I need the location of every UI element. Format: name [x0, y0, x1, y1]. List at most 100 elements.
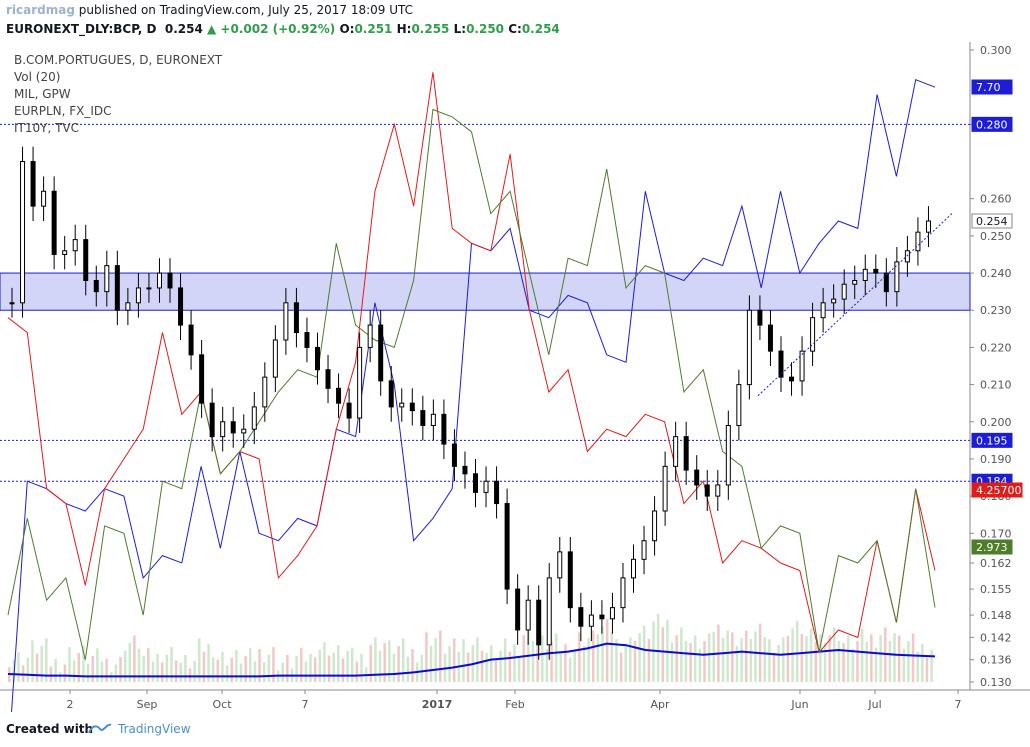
candle-body [135, 287, 141, 304]
volume-bar [837, 640, 841, 682]
volume-bar [744, 630, 748, 682]
volume-bar [35, 653, 39, 682]
author-name[interactable]: ricardmag [6, 3, 75, 17]
x-tick-label: Jun [790, 698, 808, 711]
candle-body [346, 402, 352, 419]
candle-body [293, 302, 299, 334]
volume-bar [693, 635, 697, 682]
candle-body [473, 473, 478, 493]
volume-bar [235, 650, 238, 682]
volume-bar [309, 653, 312, 682]
trend-line[interactable] [757, 213, 953, 397]
candle-body [451, 443, 457, 467]
volume-bar [225, 665, 229, 682]
legend-item[interactable]: IT10Y, TVC [14, 121, 79, 135]
y-tick-label: 0.300 [980, 44, 1012, 57]
time-axis[interactable]: 2 Sep Oct 7 2017 Feb Apr Jun Jul 7 [67, 690, 962, 711]
candle-body [673, 436, 679, 467]
volume-bar [383, 643, 386, 682]
legend-item[interactable]: MIL, GPW [14, 87, 71, 101]
volume-bar [401, 638, 405, 682]
volume-bar [642, 625, 646, 682]
y-tick-label: 0.200 [980, 416, 1012, 429]
volume-bar [96, 648, 99, 682]
tradingview-brand[interactable]: TradingView [118, 722, 191, 736]
volume-bar [513, 644, 516, 682]
volume-bar [91, 655, 94, 682]
candle-body [409, 402, 415, 412]
volume-bar [856, 641, 859, 682]
candle-body [51, 190, 57, 255]
volume-bar [897, 635, 901, 682]
volume-bar [805, 636, 808, 682]
y-tick-label: 0.210 [980, 379, 1012, 392]
candle-body [546, 577, 552, 646]
candle-body [30, 161, 36, 207]
volume-bar [740, 638, 743, 682]
volume-bar [865, 641, 868, 682]
candle-body [378, 324, 384, 382]
volume-bar [925, 657, 929, 682]
volume-bar [907, 641, 910, 682]
candle-body [104, 265, 110, 293]
price-axis[interactable]: 0.300 0.280 0.260 0.250 0.240 0.230 0.220 0.210… [970, 44, 1012, 689]
candle-body [420, 410, 426, 426]
low-label: L: [453, 22, 467, 36]
volume-bar [142, 655, 145, 682]
candle-body [767, 324, 773, 352]
volume-bar [795, 620, 799, 682]
volume-bar [58, 672, 62, 682]
volume-bar [638, 633, 641, 682]
candle-body [462, 465, 468, 475]
candle-body [736, 384, 742, 426]
volume-bar [253, 661, 257, 682]
chart-background [0, 42, 1030, 712]
volume-bar [823, 642, 827, 682]
candle-body [609, 607, 615, 620]
volume-bar [828, 635, 831, 682]
volume-bar [156, 653, 159, 682]
volume-bar [327, 655, 331, 682]
volume-bar [888, 640, 892, 682]
candle-body [62, 250, 68, 255]
candle-body [652, 510, 658, 542]
publish-line: ricardmag published on TradingView.com, … [6, 3, 413, 17]
volume-bar [221, 652, 224, 682]
volume-bar [439, 630, 442, 682]
legend-item[interactable]: EURPLN, FX_IDC [14, 104, 112, 118]
volume-bar [578, 632, 581, 682]
volume-bar [45, 638, 48, 682]
volume-bar [698, 648, 702, 682]
volume-bar [54, 658, 57, 682]
volume-bar [188, 668, 192, 682]
candle-body [525, 599, 531, 631]
candle-body [83, 239, 89, 281]
legend-item[interactable]: B.COM.PORTUGUES, D, EURONEXT [14, 53, 223, 67]
low-value: 0.250 [466, 22, 505, 36]
volume-bar [490, 645, 493, 682]
volume-bar [726, 630, 729, 682]
volume-bar [522, 635, 525, 682]
candle-body [483, 480, 489, 493]
volume-bar [559, 651, 563, 682]
price-chart[interactable]: B.COM.PORTUGUES, D, EURONEXT Vol (20) MIL,… [0, 42, 1030, 712]
legend-item[interactable]: Vol (20) [14, 70, 60, 84]
volume-bar [661, 627, 665, 682]
volume-bar [629, 637, 632, 682]
volume-bar [573, 649, 576, 682]
volume-bar [800, 634, 804, 682]
candle-body [125, 302, 131, 311]
volume-bar [675, 635, 678, 682]
volume-bar [735, 645, 739, 682]
y-tick-label: 0.240 [980, 267, 1012, 280]
volume-bar [300, 648, 303, 682]
candle-body [230, 421, 236, 434]
candle-body [831, 298, 837, 304]
volume-bar [184, 655, 187, 682]
volume-bar [517, 657, 521, 682]
volume-bar [601, 626, 604, 682]
x-tick-label: 2017 [422, 698, 453, 711]
volume-bar [40, 646, 43, 682]
overlay-line [7, 108, 936, 660]
open-value: 0.251 [354, 22, 393, 36]
